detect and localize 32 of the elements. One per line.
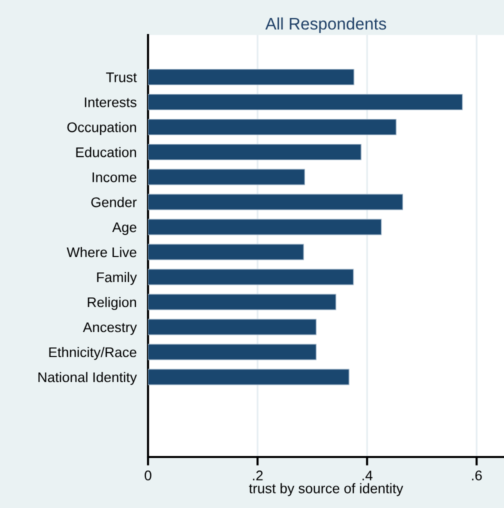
bar: [148, 268, 354, 286]
y-tick-label: Ethnicity/Race: [49, 346, 136, 360]
bar: [148, 344, 317, 360]
x-tick-label: .6: [472, 470, 482, 480]
y-tick-label: Occupation: [67, 122, 136, 135]
y-tick-label: Education: [76, 147, 136, 158]
y-tick-label: Interests: [84, 98, 136, 108]
y-tick-label: Trust: [106, 72, 137, 82]
y-tick-label: Religion: [88, 296, 136, 310]
bar: [148, 318, 317, 336]
bar: [148, 168, 306, 186]
x-tick-label: .4: [362, 470, 372, 480]
bar: [148, 294, 336, 310]
bar: [148, 194, 404, 210]
bar: [148, 144, 362, 160]
y-tick-label: Age: [112, 222, 136, 235]
y-tick-label: Where Live: [66, 246, 136, 258]
x-tick-label: .2: [253, 470, 263, 480]
bar: [148, 368, 350, 386]
y-tick-label: Ancestry: [82, 322, 137, 335]
bar: [148, 68, 354, 86]
x-axis-title: trust by source of identity: [249, 483, 404, 496]
bar: [148, 94, 463, 110]
bar: [148, 218, 382, 236]
y-tick-label: Gender: [91, 197, 137, 208]
bar: [148, 118, 396, 136]
chart-title: All Respondents: [265, 17, 386, 33]
x-tick-label: 0: [144, 470, 152, 480]
y-tick-label: National Identity: [38, 372, 137, 385]
bar: [148, 244, 304, 260]
y-tick-label: Family: [97, 272, 137, 285]
y-tick-label: Income: [92, 172, 136, 182]
